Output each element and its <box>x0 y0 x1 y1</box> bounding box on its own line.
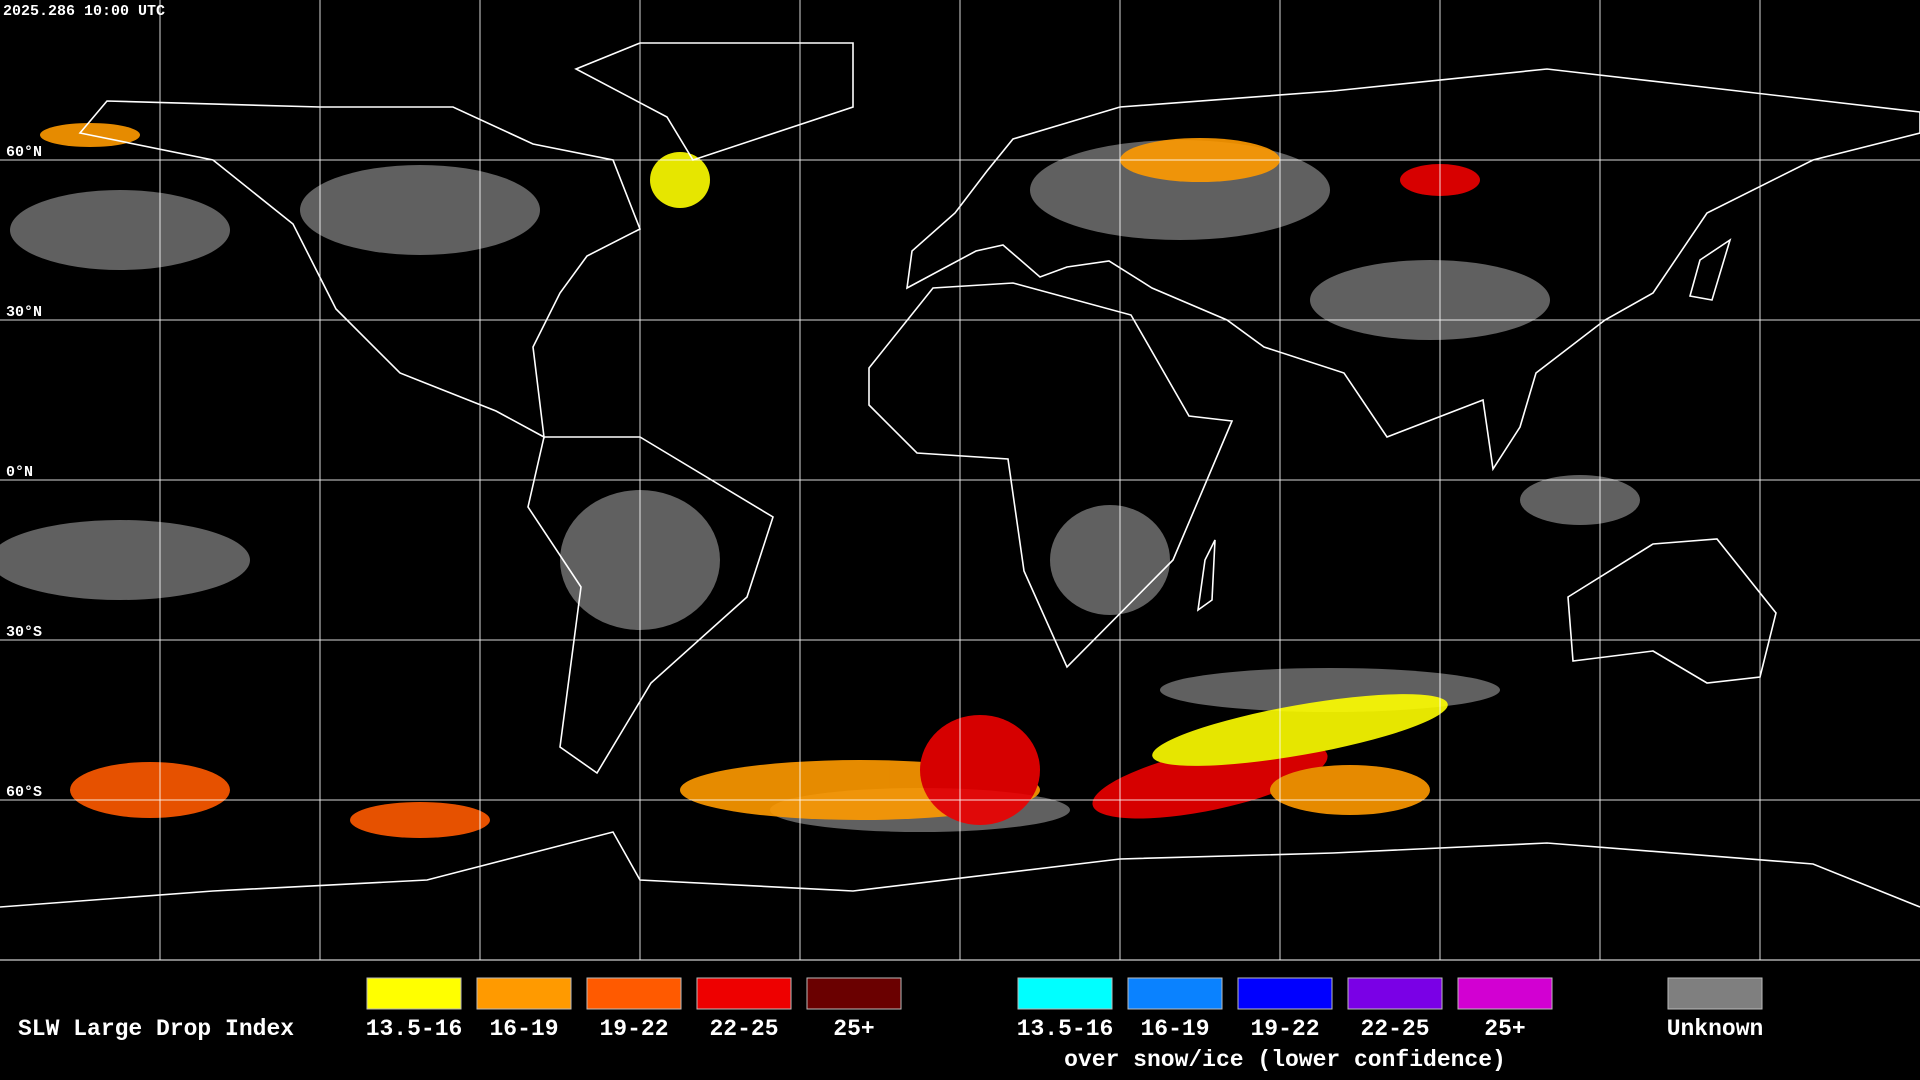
legend-label: 25+ <box>833 1016 874 1042</box>
latitude-label: 60°N <box>6 144 42 161</box>
legend-swatch <box>1017 977 1113 1010</box>
legend-label: 13.5-16 <box>366 1016 463 1042</box>
legend-swatch <box>1347 977 1443 1010</box>
legend: SLW Large Drop Index 13.5-16 16-19 19-22 22-… <box>18 977 1764 1073</box>
legend-label: 19-22 <box>599 1016 668 1042</box>
legend-label: 16-19 <box>489 1016 558 1042</box>
legend-label: Unknown <box>1667 1016 1764 1042</box>
latitude-label: 60°S <box>6 784 42 801</box>
legend-note: over snow/ice (lower confidence) <box>1064 1047 1506 1073</box>
cloud-field <box>0 123 1640 838</box>
legend-label: 13.5-16 <box>1017 1016 1114 1042</box>
latitude-label: 0°N <box>6 464 33 481</box>
latitude-label: 30°S <box>6 624 42 641</box>
legend-swatch <box>586 977 682 1010</box>
timestamp: 2025.286 10:00 UTC <box>3 3 165 20</box>
legend-label: 22-25 <box>709 1016 778 1042</box>
legend-label: 16-19 <box>1140 1016 1209 1042</box>
legend-title: SLW Large Drop Index <box>18 1016 294 1042</box>
coastlines <box>0 42 1920 908</box>
legend-swatch <box>696 977 792 1010</box>
legend-swatch <box>1127 977 1223 1010</box>
legend-swatch <box>1457 977 1553 1010</box>
graticule: 60°N 30°N 0°N 30°S 60°S <box>0 0 1920 961</box>
legend-label: 25+ <box>1484 1016 1525 1042</box>
legend-label: 19-22 <box>1250 1016 1319 1042</box>
legend-swatch <box>476 977 572 1010</box>
legend-label: 22-25 <box>1360 1016 1429 1042</box>
legend-swatch <box>806 977 902 1010</box>
legend-swatch <box>366 977 462 1010</box>
legend-swatch <box>1667 977 1763 1010</box>
legend-swatch <box>1237 977 1333 1010</box>
latitude-label: 30°N <box>6 304 42 321</box>
